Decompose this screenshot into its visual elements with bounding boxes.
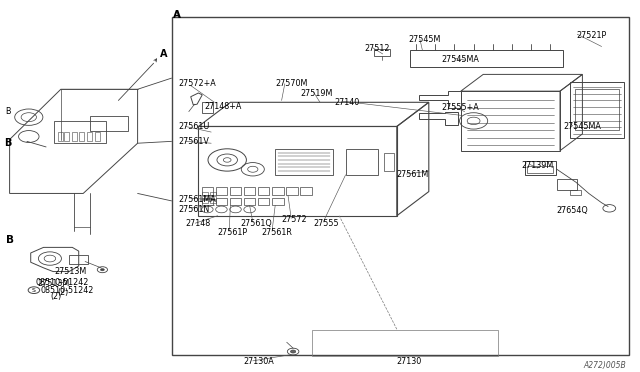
Text: 27545MA: 27545MA	[442, 55, 479, 64]
Text: 27561U: 27561U	[178, 122, 209, 131]
Text: 27572+A: 27572+A	[178, 79, 216, 88]
Text: 27521P: 27521P	[576, 31, 606, 40]
Text: 27561V: 27561V	[178, 137, 209, 146]
Bar	[210, 196, 216, 199]
Bar	[230, 198, 241, 205]
Text: 27561Q: 27561Q	[240, 219, 272, 228]
Text: 27561R: 27561R	[261, 228, 292, 237]
Bar	[374, 49, 390, 56]
Bar	[54, 121, 106, 143]
Bar	[230, 187, 241, 195]
Bar	[244, 198, 255, 205]
Bar	[95, 132, 100, 141]
Bar	[58, 132, 63, 141]
Bar	[244, 187, 255, 195]
Text: A: A	[160, 49, 168, 59]
Bar	[202, 102, 213, 113]
Bar	[172, 17, 629, 355]
Bar	[312, 330, 498, 356]
Bar	[216, 187, 227, 195]
Bar	[210, 192, 216, 195]
Bar	[300, 187, 312, 195]
Text: 27561M: 27561M	[397, 170, 429, 179]
Text: A272)005B: A272)005B	[583, 361, 626, 370]
Text: 27512: 27512	[365, 44, 390, 53]
Bar	[410, 50, 563, 67]
Bar	[90, 116, 128, 131]
Text: 27561MA: 27561MA	[178, 195, 216, 203]
Text: B: B	[6, 235, 15, 245]
Bar	[527, 166, 553, 173]
Bar	[272, 187, 284, 195]
Text: 27130A: 27130A	[243, 357, 274, 366]
Circle shape	[291, 350, 296, 353]
Bar	[202, 198, 213, 205]
Bar	[202, 196, 208, 199]
Bar	[87, 132, 92, 141]
Text: 27572: 27572	[282, 215, 307, 224]
Bar	[69, 255, 88, 264]
Bar	[72, 132, 77, 141]
Text: 27561P: 27561P	[218, 228, 248, 237]
Bar	[79, 132, 84, 141]
Bar	[210, 200, 216, 203]
Text: B: B	[5, 107, 11, 116]
Text: 27519M: 27519M	[301, 89, 333, 97]
Text: 27148+A: 27148+A	[205, 102, 242, 110]
Text: 27513M: 27513M	[54, 267, 86, 276]
Text: B: B	[4, 138, 12, 148]
Text: A: A	[174, 11, 180, 20]
Bar	[64, 132, 69, 141]
Text: (2): (2)	[50, 292, 61, 301]
Text: S: S	[32, 288, 36, 293]
Text: 27139M: 27139M	[522, 161, 554, 170]
Bar	[202, 200, 208, 203]
Text: 27555: 27555	[314, 219, 339, 228]
Text: 27654Q: 27654Q	[557, 206, 589, 215]
Bar	[216, 198, 227, 205]
Text: (2): (2)	[58, 288, 69, 296]
Bar	[286, 187, 298, 195]
Text: 27513M: 27513M	[37, 279, 69, 288]
Text: 27130: 27130	[397, 357, 422, 366]
Text: 27570M: 27570M	[275, 79, 308, 88]
Text: 27561N: 27561N	[178, 205, 209, 214]
Text: 27555+A: 27555+A	[442, 103, 479, 112]
Text: 27148: 27148	[186, 219, 211, 228]
Bar	[575, 89, 619, 130]
Text: 27545M: 27545M	[408, 35, 441, 44]
Text: 08510-51242: 08510-51242	[41, 286, 94, 295]
Text: 27140: 27140	[334, 98, 359, 107]
Bar	[570, 82, 624, 138]
Bar	[202, 192, 208, 195]
Bar	[525, 161, 556, 175]
Bar	[570, 190, 581, 195]
Text: A: A	[173, 10, 181, 20]
Bar	[346, 149, 378, 175]
Text: 27545MA: 27545MA	[563, 122, 601, 131]
Circle shape	[100, 269, 104, 271]
Bar	[202, 187, 213, 195]
Bar	[557, 179, 577, 190]
Bar	[258, 198, 269, 205]
Bar	[275, 149, 333, 175]
Bar	[258, 187, 269, 195]
Text: 08510-51242: 08510-51242	[35, 278, 88, 287]
Bar	[272, 198, 284, 205]
Bar	[384, 153, 394, 171]
